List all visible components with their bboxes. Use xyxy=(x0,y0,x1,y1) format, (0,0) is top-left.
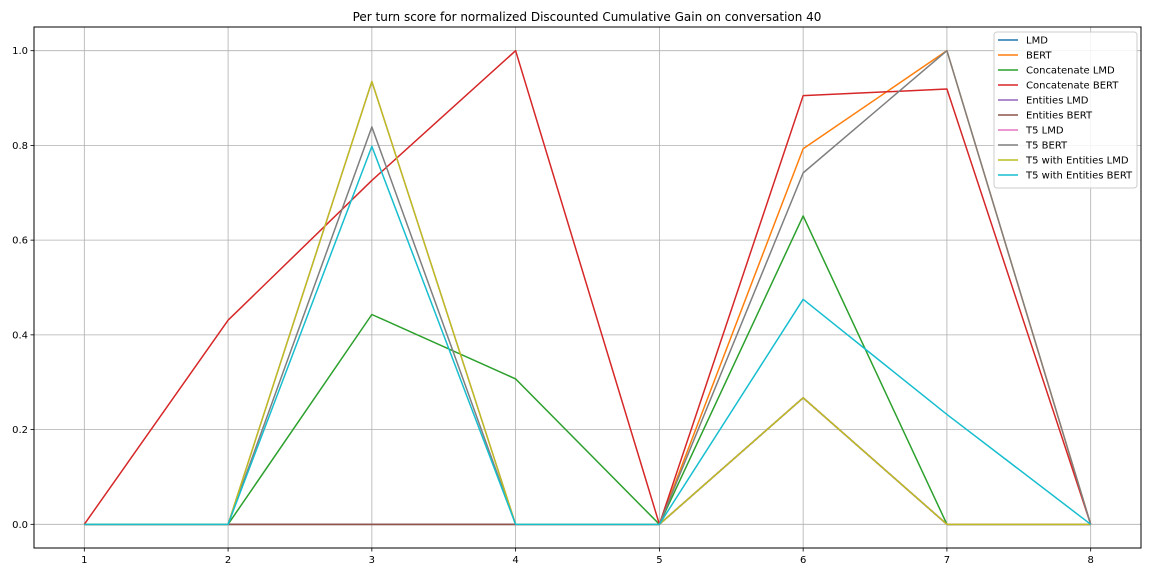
legend-box xyxy=(993,31,1138,189)
x-tick-label: 7 xyxy=(944,555,950,566)
x-tick-label: 8 xyxy=(1087,555,1093,566)
series-line-t5-with-entities-bert xyxy=(84,145,1092,526)
x-tick-label: 4 xyxy=(512,555,518,566)
y-tick-label: 0.0 xyxy=(12,520,28,531)
y-tick-label: 0.4 xyxy=(12,330,28,341)
x-axis: 1 2 3 4 5 6 7 8 xyxy=(81,548,1094,566)
legend-label: Entities BERT xyxy=(1026,111,1093,122)
y-axis: 0.0 0.2 0.4 0.6 0.8 1.0 xyxy=(12,46,34,531)
y-tick-label: 0.6 xyxy=(12,236,28,247)
x-tick-label: 3 xyxy=(369,555,375,566)
series-line-concatenate-bert xyxy=(83,49,1092,526)
y-tick-label: 0.2 xyxy=(12,425,28,436)
x-tick-label: 2 xyxy=(225,555,231,566)
legend-label: Entities LMD xyxy=(1026,96,1089,107)
series-line-t5-with-entities-lmd xyxy=(84,80,1091,526)
series-line-t5-lmd xyxy=(84,80,1091,526)
series-line-concatenate-lmd xyxy=(84,215,1091,526)
legend-label: T5 LMD xyxy=(1025,126,1064,137)
y-tick-label: 1.0 xyxy=(12,46,28,57)
legend: LMD BERT Concatenate LMD Concatenate BERT En… xyxy=(993,31,1138,189)
plot-area-frame xyxy=(33,26,1142,549)
x-tick-label: 6 xyxy=(800,555,806,566)
chart-title: Per turn score for normalized Discounted… xyxy=(353,10,822,24)
legend-label: BERT xyxy=(1026,51,1052,62)
legend-label: T5 with Entities LMD xyxy=(1025,156,1129,167)
y-tick-label: 0.8 xyxy=(12,141,28,152)
legend-label: T5 BERT xyxy=(1025,141,1068,152)
legend-label: Concatenate LMD xyxy=(1026,66,1115,77)
legend-label: T5 with Entities BERT xyxy=(1025,171,1133,182)
series-layer xyxy=(83,49,1092,526)
x-tick-label: 5 xyxy=(656,555,662,566)
legend-label: LMD xyxy=(1026,36,1048,47)
legend-label: Concatenate BERT xyxy=(1026,81,1119,92)
x-tick-label: 1 xyxy=(81,555,87,566)
